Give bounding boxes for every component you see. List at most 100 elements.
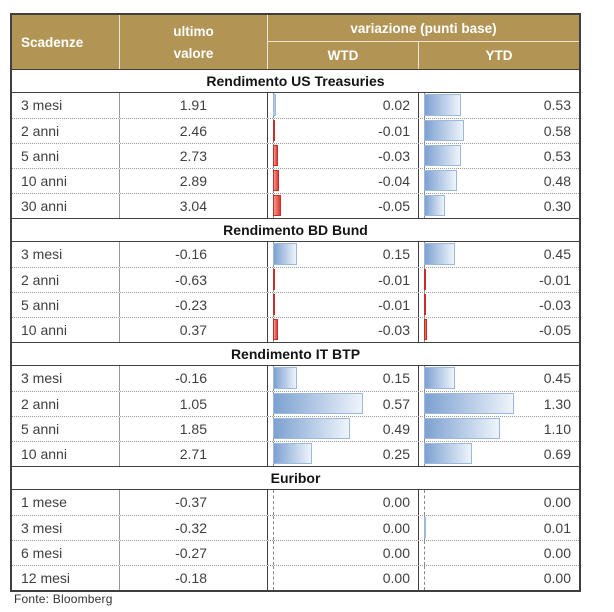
section-title: Rendimento IT BTP	[12, 342, 579, 366]
ytd-cell: 1.10	[419, 417, 579, 441]
wtd-negative-bar	[273, 145, 278, 166]
maturity-label: 5 anni	[12, 417, 120, 441]
wtd-negative-bar	[273, 319, 278, 340]
wtd-value: 0.00	[382, 545, 410, 561]
wtd-negative-bar	[273, 120, 275, 141]
ytd-value: 1.10	[543, 421, 571, 437]
header-maturity: Scadenze	[12, 15, 120, 69]
table-row: 10 anni 0.37 -0.03 -0.05	[12, 317, 579, 342]
wtd-value: 0.49	[382, 421, 410, 437]
ytd-cell: 0.00	[419, 566, 579, 590]
wtd-value: 0.00	[382, 570, 410, 586]
table-row: 1 mese -0.37 0.00 0.00	[12, 490, 579, 515]
ytd-cell: 0.69	[419, 442, 579, 466]
ytd-cell: 0.48	[419, 169, 579, 193]
wtd-positive-bar	[273, 367, 297, 389]
maturity-label: 3 mesi	[12, 242, 120, 267]
wtd-positive-bar	[273, 443, 313, 464]
table-row: 3 mesi -0.16 0.15 0.45	[12, 366, 579, 391]
maturity-label: 2 anni	[12, 392, 120, 416]
ytd-cell: -0.01	[419, 268, 579, 292]
section-title: Euribor	[12, 466, 579, 490]
table-row: 5 anni 2.73 -0.03 0.53	[12, 143, 579, 168]
table-row: 30 anni 3.04 -0.05 0.30	[12, 193, 579, 218]
wtd-cell: 0.15	[268, 242, 419, 267]
table-row: 10 anni 2.89 -0.04 0.48	[12, 168, 579, 193]
maturity-label: 5 anni	[12, 144, 120, 168]
ytd-negative-bar	[424, 294, 427, 315]
ytd-value: 0.53	[543, 97, 571, 113]
wtd-positive-bar	[273, 243, 297, 265]
table-row: 10 anni 2.71 0.25 0.69	[12, 441, 579, 466]
ytd-value: 0.45	[543, 246, 571, 262]
wtd-cell: 0.57	[268, 392, 419, 416]
ytd-positive-bar	[424, 367, 456, 389]
table-row: 3 mesi 1.91 0.02 0.53	[12, 93, 579, 118]
wtd-cell: -0.01	[268, 119, 419, 143]
wtd-value: -0.01	[378, 272, 410, 288]
table-row: 5 anni -0.23 -0.01 -0.03	[12, 292, 579, 317]
table-row: 3 mesi -0.16 0.15 0.45	[12, 242, 579, 267]
wtd-cell: 0.15	[268, 366, 419, 391]
wtd-negative-bar	[273, 195, 281, 216]
table-row: 12 mesi -0.18 0.00 0.00	[12, 565, 579, 590]
wtd-cell: -0.01	[268, 268, 419, 292]
ytd-cell: 0.00	[419, 490, 579, 515]
ytd-positive-bar	[424, 145, 461, 166]
header-wtd: WTD	[268, 42, 419, 69]
last-value: -0.63	[120, 268, 268, 292]
wtd-positive-bar	[273, 94, 277, 116]
ytd-cell: 0.45	[419, 366, 579, 391]
last-value: -0.27	[120, 541, 268, 565]
ytd-cell: 0.01	[419, 516, 579, 540]
bar-axis	[273, 516, 274, 540]
last-value: -0.37	[120, 490, 268, 515]
wtd-cell: 0.49	[268, 417, 419, 441]
ytd-value: 0.30	[543, 198, 571, 214]
maturity-label: 2 anni	[12, 268, 120, 292]
maturity-label: 5 anni	[12, 293, 120, 317]
last-value: 0.37	[120, 318, 268, 342]
ytd-value: 0.01	[543, 520, 571, 536]
maturity-label: 10 anni	[12, 318, 120, 342]
wtd-negative-bar	[273, 269, 275, 290]
last-value: 1.91	[120, 93, 268, 118]
table-row: 2 anni -0.63 -0.01 -0.01	[12, 267, 579, 292]
header-ytd: YTD	[485, 48, 513, 63]
last-value: 2.73	[120, 144, 268, 168]
wtd-value: 0.00	[382, 520, 410, 536]
wtd-cell: 0.00	[268, 516, 419, 540]
rates-table: Scadenze ultimo valore variazione (punti…	[10, 13, 581, 592]
wtd-value: -0.05	[378, 198, 410, 214]
ytd-value: 0.00	[543, 494, 571, 510]
maturity-label: 10 anni	[12, 442, 120, 466]
ytd-value: -0.03	[539, 297, 571, 313]
ytd-cell: -0.05	[419, 318, 579, 342]
table-row: 2 anni 1.05 0.57 1.30	[12, 391, 579, 416]
wtd-value: 0.15	[382, 370, 410, 386]
ytd-value: 1.30	[543, 396, 571, 412]
ytd-cell: 0.53	[419, 144, 579, 168]
ytd-value: 0.69	[543, 446, 571, 462]
wtd-negative-bar	[273, 294, 275, 315]
wtd-cell: 0.25	[268, 442, 419, 466]
last-value: -0.18	[120, 566, 268, 590]
bar-axis	[273, 490, 274, 515]
ytd-value: 0.00	[543, 545, 571, 561]
maturity-label: 3 mesi	[12, 516, 120, 540]
last-value: -0.23	[120, 293, 268, 317]
maturity-label: 12 mesi	[12, 566, 120, 590]
ytd-cell: -0.03	[419, 293, 579, 317]
ytd-negative-bar	[424, 269, 426, 290]
maturity-label: 3 mesi	[12, 366, 120, 391]
maturity-label: 3 mesi	[12, 93, 120, 118]
wtd-value: 0.57	[382, 396, 410, 412]
ytd-positive-bar	[424, 195, 445, 216]
maturity-label: 1 mese	[12, 490, 120, 515]
wtd-cell: 0.00	[268, 490, 419, 515]
header-last-value: ultimo valore	[120, 15, 268, 69]
wtd-value: -0.03	[378, 322, 410, 338]
ytd-positive-bar	[424, 443, 472, 464]
wtd-value: -0.01	[378, 123, 410, 139]
last-value: 3.04	[120, 194, 268, 218]
